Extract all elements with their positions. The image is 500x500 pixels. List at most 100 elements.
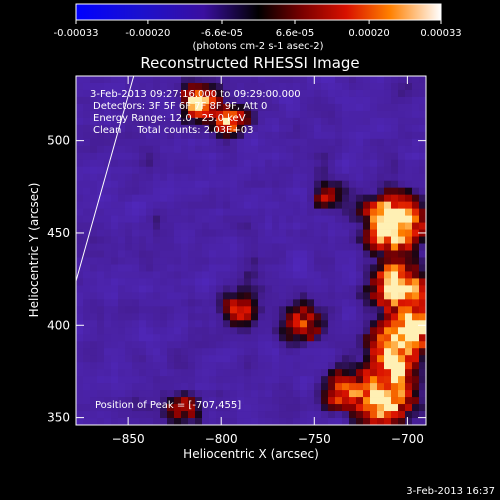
- heatmap-cell: [405, 131, 413, 140]
- heatmap-cell: [335, 82, 343, 91]
- heatmap-cell: [384, 334, 392, 342]
- heatmap-cell: [321, 383, 329, 391]
- heatmap-cell: [90, 194, 98, 203]
- heatmap-cell: [125, 404, 133, 412]
- heatmap-cell: [349, 117, 357, 126]
- heatmap-cell: [412, 110, 420, 119]
- heatmap-cell: [272, 173, 280, 182]
- heatmap-cell: [286, 292, 294, 300]
- heatmap-cell: [307, 208, 315, 216]
- heatmap-cell: [125, 278, 133, 286]
- heatmap-cell: [160, 341, 168, 349]
- heatmap-cell: [202, 271, 210, 279]
- heatmap-cell: [342, 369, 350, 377]
- heatmap-cell: [76, 362, 84, 370]
- heatmap-cell: [195, 369, 203, 377]
- heatmap-cell: [314, 390, 322, 398]
- heatmap-cell: [125, 215, 133, 223]
- heatmap-cell: [188, 215, 196, 223]
- heatmap-cell: [419, 243, 426, 251]
- heatmap-cell: [76, 306, 84, 314]
- heatmap-cell: [167, 131, 175, 140]
- heatmap-cell: [230, 236, 238, 244]
- heatmap-cell: [118, 313, 126, 321]
- heatmap-cell: [349, 131, 357, 140]
- heatmap-cell: [328, 327, 336, 335]
- heatmap-cell: [230, 327, 238, 335]
- heatmap-cell: [97, 236, 105, 244]
- heatmap-cell: [160, 397, 168, 405]
- heatmap-cell: [391, 208, 399, 216]
- heatmap-cell: [370, 236, 378, 244]
- heatmap-cell: [307, 131, 315, 140]
- heatmap-cell: [342, 117, 350, 126]
- heatmap-cell: [153, 383, 161, 391]
- heatmap-cell: [104, 397, 112, 405]
- heatmap-cell: [370, 215, 378, 223]
- heatmap-cell: [111, 404, 119, 412]
- heatmap-cell: [104, 369, 112, 377]
- heatmap-cell: [111, 334, 119, 342]
- heatmap-cell: [174, 159, 182, 168]
- heatmap-cell: [244, 159, 252, 168]
- heatmap-cell: [244, 89, 252, 98]
- heatmap-cell: [384, 222, 392, 230]
- heatmap-cell: [223, 264, 231, 272]
- heatmap-cell: [188, 243, 196, 251]
- heatmap-cell: [216, 159, 224, 168]
- heatmap-cell: [174, 278, 182, 286]
- heatmap-cell: [230, 76, 238, 84]
- heatmap-cell: [335, 110, 343, 119]
- heatmap-cell: [349, 313, 357, 321]
- heatmap-cell: [139, 348, 147, 356]
- heatmap-cell: [342, 390, 350, 398]
- heatmap-cell: [90, 243, 98, 251]
- heatmap-cell: [97, 418, 105, 425]
- heatmap-cell: [391, 215, 399, 223]
- heatmap-cell: [314, 103, 322, 112]
- heatmap-cell: [356, 117, 364, 126]
- heatmap-cell: [314, 334, 322, 342]
- heatmap-cell: [265, 418, 273, 425]
- heatmap-cell: [349, 278, 357, 286]
- heatmap-cell: [293, 250, 301, 258]
- heatmap-cell: [419, 110, 426, 119]
- heatmap-cell: [419, 159, 426, 168]
- heatmap-cell: [377, 215, 385, 223]
- heatmap-cell: [174, 264, 182, 272]
- heatmap-cell: [272, 236, 280, 244]
- heatmap-cell: [223, 404, 231, 412]
- heatmap-cell: [111, 110, 119, 119]
- heatmap-cell: [307, 306, 315, 314]
- heatmap-cell: [419, 292, 426, 300]
- heatmap-cell: [132, 320, 140, 328]
- heatmap-cell: [139, 278, 147, 286]
- heatmap-cell: [195, 229, 203, 237]
- heatmap-cell: [335, 222, 343, 230]
- heatmap-cell: [160, 369, 168, 377]
- heatmap-cell: [342, 334, 350, 342]
- heatmap-cell: [370, 152, 378, 161]
- heatmap-cell: [181, 362, 189, 370]
- heatmap-cell: [202, 243, 210, 251]
- heatmap-cell: [216, 82, 224, 91]
- heatmap-cell: [314, 418, 322, 425]
- heatmap-cell: [83, 152, 91, 161]
- heatmap-cell: [286, 201, 294, 210]
- heatmap-cell: [370, 355, 378, 363]
- heatmap-cell: [405, 278, 413, 286]
- heatmap-cell: [272, 194, 280, 203]
- heatmap-cell: [111, 89, 119, 98]
- heatmap-cell: [314, 257, 322, 265]
- heatmap-cell: [384, 89, 392, 98]
- heatmap-cell: [314, 215, 322, 223]
- heatmap-cell: [146, 313, 154, 321]
- heatmap-cell: [321, 418, 329, 425]
- heatmap-cell: [160, 306, 168, 314]
- heatmap-cell: [244, 257, 252, 265]
- heatmap-cell: [265, 145, 273, 154]
- heatmap-cell: [363, 355, 371, 363]
- heatmap-cell: [335, 271, 343, 279]
- heatmap-cell: [83, 355, 91, 363]
- heatmap-cell: [132, 166, 140, 175]
